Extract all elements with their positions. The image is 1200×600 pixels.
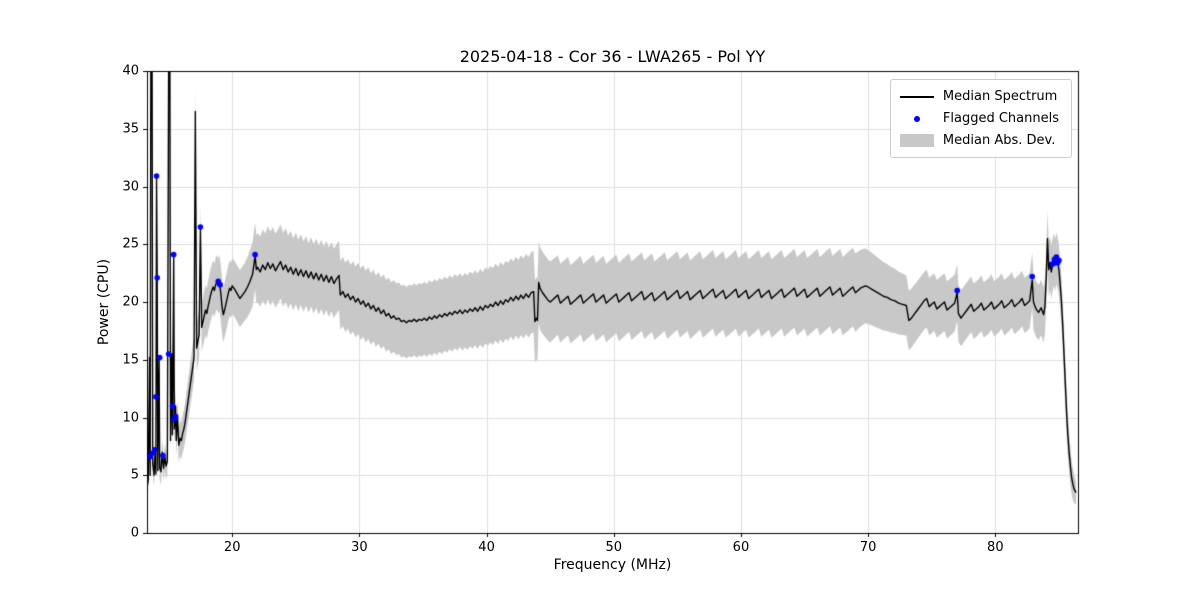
y-tick-label: 25 (122, 236, 139, 252)
legend-item: Flagged Channels (900, 109, 1059, 128)
x-tick-label: 40 (478, 540, 495, 555)
x-tick-label: 60 (732, 540, 750, 555)
y-axis-label: Power (CPU) (96, 258, 112, 346)
legend-item-label: Median Spectrum (942, 89, 1058, 104)
legend-item: Median Abs. Dev. (899, 131, 1059, 150)
x-tick-label: 70 (859, 540, 877, 555)
y-tick-label: 10 (122, 410, 139, 425)
y-tick-label: 0 (130, 525, 139, 541)
legend-item-label: Median Abs. Dev. (942, 133, 1056, 148)
y-tick-label: 35 (122, 121, 139, 137)
chart-title: 2025-04-18 - Cor 36 - LWA265 - Pol YY (459, 47, 766, 66)
legend-item-label: Flagged Channels (942, 111, 1059, 126)
legend-item: Median Spectrum (899, 87, 1059, 106)
legend-dot-swatch (900, 115, 934, 122)
y-tick-label: 15 (122, 352, 139, 368)
x-axis-label: Frequency (MHz) (553, 557, 672, 573)
x-tick-label: 20 (223, 540, 241, 555)
y-tick-label: 20 (122, 294, 139, 310)
x-tick-label: 30 (351, 540, 368, 555)
legend-patch-swatch (899, 134, 934, 147)
x-tick-label: 80 (987, 540, 1004, 555)
y-tick-label: 5 (130, 467, 139, 483)
legend-line-swatch (899, 95, 934, 98)
y-tick-label: 40 (122, 63, 139, 79)
y-tick-label: 30 (122, 179, 139, 194)
legend: Median Spectrum Flagged Channels Median Ab… (889, 79, 1072, 158)
x-tick-label: 50 (605, 540, 623, 555)
